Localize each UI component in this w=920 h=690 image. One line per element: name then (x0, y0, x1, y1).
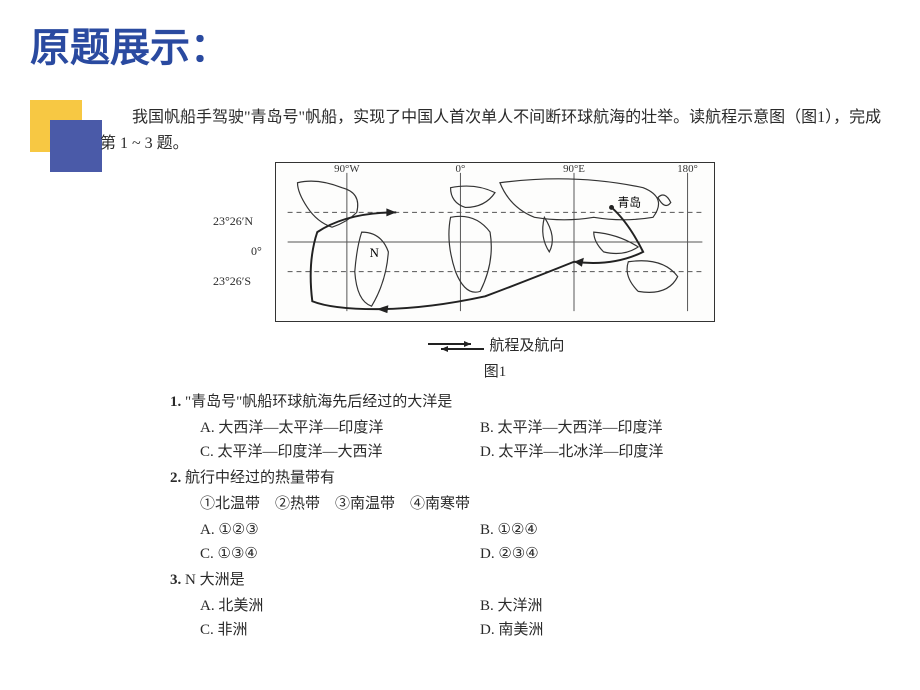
q1-opt-d: D. 太平洋—北冰洋—印度洋 (480, 440, 760, 464)
q2-num: 2. (170, 470, 181, 486)
qingdao-label: 青岛 (617, 196, 641, 210)
q2-text: 航行中经过的热量带有 (185, 470, 335, 486)
slide-decoration (30, 100, 102, 172)
q1-num: 1. (170, 394, 181, 410)
q1-opt-c: C. 太平洋—印度洋—大西洋 (200, 440, 480, 464)
question-content: 我国帆船手驾驶"青岛号"帆船，实现了中国人首次单人不间断环球航海的壮举。读航程示… (100, 105, 890, 642)
q2-opt-d: D. ②③④ (480, 542, 760, 566)
q3-stem: 3. N 大洲是 (170, 568, 890, 592)
figure-caption: 图1 (100, 360, 890, 384)
q2-opt-a: A. ①②③ (200, 518, 480, 542)
q3-opt-b: B. 大洋洲 (480, 594, 760, 618)
intro-text: 我国帆船手驾驶"青岛号"帆船，实现了中国人首次单人不间断环球航海的壮举。读航程示… (100, 105, 890, 156)
q2-opt-c: C. ①③④ (200, 542, 480, 566)
q1-options: A. 大西洋—太平洋—印度洋 B. 太平洋—大西洋—印度洋 C. 太平洋—印度洋… (200, 416, 890, 464)
q2-stem: 2. 航行中经过的热量带有 (170, 466, 890, 490)
map-legend: 航程及航向 (100, 334, 890, 358)
q1-opt-b: B. 太平洋—大西洋—印度洋 (480, 416, 760, 440)
world-map-figure: N 青岛 90°W 0° (275, 162, 715, 322)
q3-opt-d: D. 南美洲 (480, 618, 760, 642)
n-continent-label: N (370, 246, 379, 260)
q1-stem: 1. "青岛号"帆船环球航海先后经过的大洋是 (170, 390, 890, 414)
q3-options: A. 北美洲 B. 大洋洲 C. 非洲 D. 南美洲 (200, 594, 890, 642)
lat-label-s: 23°26′S (213, 272, 251, 291)
q3-opt-c: C. 非洲 (200, 618, 480, 642)
q3-opt-a: A. 北美洲 (200, 594, 480, 618)
svg-text:0°: 0° (456, 163, 466, 175)
q1-text: "青岛号"帆船环球航海先后经过的大洋是 (185, 394, 452, 410)
svg-text:90°E: 90°E (563, 163, 585, 175)
svg-text:90°W: 90°W (334, 163, 360, 175)
q1-opt-a: A. 大西洋—太平洋—印度洋 (200, 416, 480, 440)
q3-text: N 大洲是 (185, 572, 245, 588)
q2-opt-b: B. ①②④ (480, 518, 760, 542)
q3-num: 3. (170, 572, 181, 588)
world-map-svg: N 青岛 90°W 0° (276, 163, 714, 321)
legend-text: 航程及航向 (489, 338, 564, 354)
figure-container: N 青岛 90°W 0° (100, 162, 890, 330)
page-title: 原题展示： (30, 15, 230, 73)
deco-blue-square (50, 120, 102, 172)
lat-label-eq: 0° (251, 242, 262, 261)
svg-text:180°: 180° (677, 163, 698, 175)
questions-block: 1. "青岛号"帆船环球航海先后经过的大洋是 A. 大西洋—太平洋—印度洋 B.… (170, 390, 890, 642)
legend-arrow-icon (426, 339, 486, 353)
q2-subline: ①北温带 ②热带 ③南温带 ④南寒带 (200, 492, 890, 516)
lat-label-n: 23°26′N (213, 212, 253, 231)
